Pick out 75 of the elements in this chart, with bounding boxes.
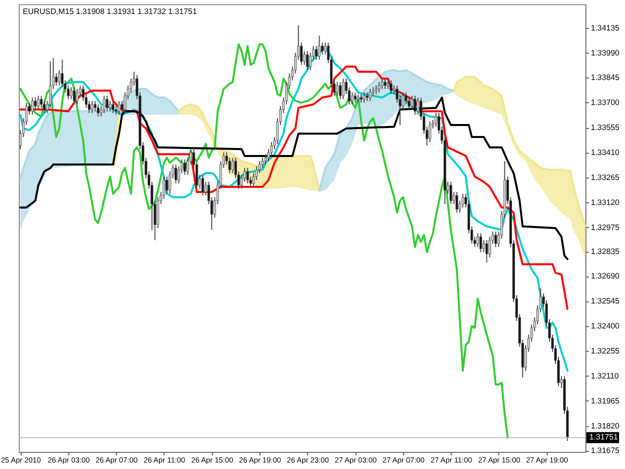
line-series [19,96,568,260]
candlestick [58,70,61,86]
ref-line-label: 1.31751 [589,432,619,442]
candlestick [362,92,366,104]
line-series [19,46,568,372]
candlestick [476,232,480,248]
candlestick [66,84,70,100]
candlestick [321,42,324,56]
candlestick [108,100,112,112]
candlestick [43,100,46,114]
candlestick [118,100,120,116]
candlestick [246,167,249,184]
candlestick [485,240,488,263]
y-tick-label: 1.33265 [590,172,620,182]
candlestick [201,174,204,196]
y-tick-label: 1.32400 [590,322,620,331]
candlestick [462,193,464,208]
y-tick-label: 1.32835 [590,246,620,256]
candlestick [31,97,34,116]
candlestick [306,50,309,71]
y-tick-label: 1.32255 [590,346,620,356]
candlestick [479,232,482,253]
y-tick-label: 1.32545 [590,296,620,306]
candlestick [380,78,384,90]
candlestick [384,78,386,90]
y-tick-label: 1.33120 [590,198,620,207]
y-tick-label: 1.32110 [590,371,620,380]
candlestick [76,88,78,105]
y-tick-label: 1.33700 [590,98,620,108]
candlestick [410,95,414,110]
y-tick-label: 1.34135 [590,23,620,32]
candlestick [482,240,486,253]
candlestick [434,112,438,128]
candlestick [378,82,380,93]
candlestick [72,86,76,105]
candlestick [414,95,416,116]
line-series [19,66,568,310]
y-tick-label: 1.32690 [590,272,620,281]
y-tick-label: 1.33555 [590,123,620,132]
candlestick [166,176,168,194]
y-tick-label: 1.31965 [590,396,620,406]
y-tick-label: 1.32975 [590,222,620,232]
y-tick-label: 1.31675 [590,446,620,456]
candlestick [368,88,372,102]
candlestick [54,72,58,86]
candlestick [318,35,321,60]
candlestick [315,45,318,60]
candlestick [390,80,392,95]
y-tick-label: 1.33410 [590,148,620,157]
candlestick [37,95,40,110]
candlestick [342,78,345,100]
candlestick [416,97,420,116]
candlestick [106,95,108,112]
candlestick [34,97,37,110]
candlestick [354,92,356,104]
candlestick [450,181,452,205]
y-tick-label: 1.33845 [590,73,620,82]
candlestick [494,231,497,248]
candlestick [428,121,432,143]
y-tick-label: 1.33990 [590,48,620,58]
candlestick [184,158,186,176]
candlestick [112,100,114,114]
candlestick [350,92,354,105]
candlestick [336,82,339,96]
candlestick [96,104,100,117]
line-series [19,43,509,439]
candlestick [456,192,458,214]
candlestick [231,157,234,174]
y-tick-label: 1.31820 [590,421,620,430]
candlestick [70,86,73,100]
chart-title: EURUSD,M15 1.31908 1.31931 1.31732 1.31751 [22,7,198,16]
candlestick [338,82,342,100]
candlestick [174,164,178,184]
candlestick [102,95,106,114]
candlestick [90,100,94,114]
